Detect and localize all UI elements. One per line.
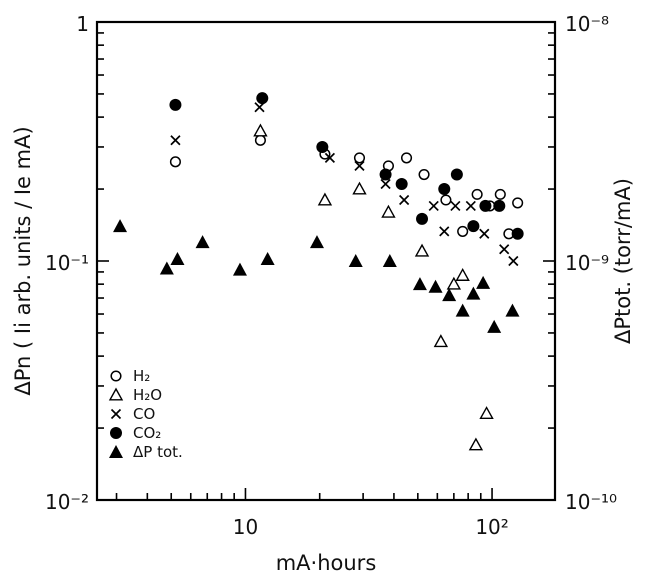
series-3 [169, 92, 524, 240]
data-point [433, 334, 449, 348]
data-point [457, 225, 469, 237]
data-point [352, 181, 367, 195]
series-4 [113, 219, 520, 333]
series-1 [253, 123, 494, 451]
data-point [512, 197, 524, 209]
data-point [381, 204, 396, 218]
data-point [159, 261, 174, 275]
data-point [479, 406, 494, 420]
legend-label: CO [133, 405, 155, 423]
data-point [399, 194, 410, 206]
data-point [505, 303, 520, 317]
plot-area-frame [95, 20, 557, 502]
y-right-tick-label: 10⁻¹⁰ [565, 490, 617, 514]
y-right-tick-label: 10⁻⁸ [565, 12, 609, 36]
data-point [511, 227, 524, 240]
data-point [256, 92, 269, 105]
data-point [414, 243, 430, 257]
data-point [440, 194, 452, 206]
data-point [416, 212, 429, 225]
data-point [442, 288, 457, 302]
data-point [450, 168, 463, 181]
data-point [232, 262, 247, 276]
tick-labels: 10 10² 1 10⁻¹ 10⁻² 10⁻⁸ 10⁻⁹ 10⁻¹⁰ [45, 12, 617, 539]
data-point [466, 286, 481, 300]
data-point [476, 275, 491, 289]
y-left-tick-label: 10⁻² [45, 490, 89, 514]
series-2 [170, 102, 519, 267]
data-point [428, 279, 443, 293]
x-tick-label: 10² [475, 515, 508, 539]
data-point [465, 200, 476, 212]
data-marks [113, 92, 524, 451]
data-point [354, 160, 365, 171]
data-point [499, 244, 510, 255]
data-point [508, 255, 519, 267]
data-point [170, 135, 181, 146]
data-point [195, 235, 210, 249]
data-point [479, 228, 490, 239]
y-left-tick-label: 1 [76, 12, 89, 36]
legend-label: H₂O [133, 386, 162, 404]
y-axis-left-title: ΔPn ( Ii arb. units / Ie mA) [11, 126, 35, 395]
data-point [428, 200, 439, 212]
data-point [169, 98, 182, 111]
data-point [479, 199, 492, 212]
data-point [418, 168, 430, 181]
data-point [395, 177, 408, 190]
data-point [169, 156, 181, 168]
data-point [412, 277, 427, 291]
legend-marker [109, 445, 123, 458]
series-0 [169, 134, 524, 240]
data-point [170, 251, 185, 265]
data-point [438, 183, 451, 196]
data-point [379, 168, 392, 181]
data-point [468, 437, 484, 451]
x-tick-label: 10 [233, 515, 258, 539]
data-point [471, 188, 483, 200]
legend-marker [110, 370, 122, 382]
data-point [254, 134, 266, 146]
data-point [439, 226, 450, 237]
data-point [309, 235, 324, 249]
data-point [380, 178, 391, 190]
legend-label: H₂ [133, 367, 150, 385]
data-point [113, 219, 128, 233]
legend-label: CO₂ [133, 424, 161, 442]
data-point [260, 251, 275, 265]
data-point [317, 192, 333, 206]
x-axis-title: mA·hours [276, 551, 377, 575]
legend-marker [110, 427, 122, 439]
legend-label: ΔP tot. [133, 443, 183, 461]
axis-ticks [97, 21, 555, 501]
y-left-tick-label: 10⁻¹ [45, 251, 89, 275]
data-point [487, 319, 502, 333]
data-point [348, 254, 363, 267]
data-point [455, 303, 470, 317]
data-point [353, 152, 366, 164]
data-point [467, 220, 480, 233]
data-point [400, 152, 413, 164]
data-point [494, 188, 506, 200]
data-point [316, 140, 329, 153]
legend-marker [110, 408, 122, 420]
data-point [253, 123, 268, 137]
data-point [493, 199, 506, 212]
y-axis-right-title: ΔPtot. (torr/mA) [611, 178, 635, 344]
data-point [450, 200, 461, 212]
data-point [446, 276, 462, 290]
data-point [254, 102, 265, 113]
data-point [455, 268, 470, 281]
y-right-tick-label: 10⁻⁹ [565, 251, 609, 275]
legend-marker [108, 387, 124, 401]
data-point [382, 254, 397, 267]
data-point [324, 152, 336, 164]
